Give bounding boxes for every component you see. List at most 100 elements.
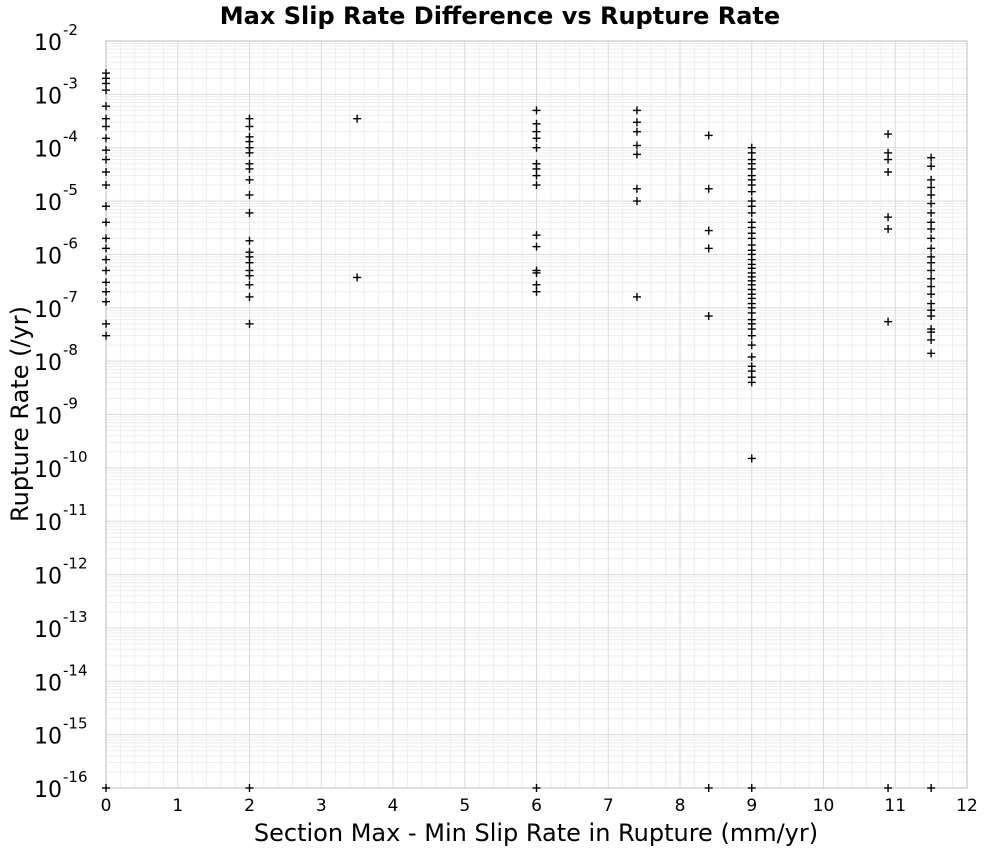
y-tick-exponent: -14: [63, 661, 88, 679]
y-tick-base: 10: [34, 565, 62, 590]
data-point: [632, 127, 641, 136]
data-point: [245, 236, 254, 245]
x-tick-label: 10: [813, 796, 835, 816]
data-point: [532, 134, 541, 143]
y-tick-exponent: -3: [63, 74, 78, 92]
data-point: [353, 114, 362, 123]
data-point: [102, 784, 110, 792]
data-point: [884, 168, 893, 177]
data-point: [927, 162, 936, 171]
y-tick-exponent: -2: [63, 21, 78, 39]
data-point: [102, 155, 110, 164]
data-point: [102, 122, 110, 131]
data-point: [102, 114, 110, 123]
data-point: [884, 784, 893, 792]
x-tick-label: 9: [746, 796, 757, 816]
data-point: [102, 146, 110, 155]
grid: [105, 40, 968, 789]
x-tick-label: 4: [388, 796, 399, 816]
data-point: [102, 134, 110, 143]
data-point: [245, 319, 254, 328]
data-point: [747, 352, 756, 361]
data-point: [747, 341, 756, 350]
data-point: [632, 141, 641, 150]
data-point: [245, 114, 254, 123]
y-tick-base: 10: [34, 618, 62, 643]
y-tick-base: 10: [34, 191, 62, 216]
data-point: [747, 378, 756, 387]
data-point: [704, 312, 713, 321]
y-tick-exponent: -10: [63, 448, 88, 466]
y-tick-exponent: -16: [63, 768, 88, 786]
y-tick-label: 10-9: [34, 395, 78, 430]
data-point: [102, 168, 110, 177]
data-point: [245, 148, 254, 157]
data-point: [747, 331, 756, 340]
data-points: [102, 69, 936, 792]
data-point: [927, 274, 936, 283]
data-point: [102, 202, 110, 211]
y-tick-exponent: -12: [63, 555, 88, 573]
data-point: [884, 213, 893, 222]
y-tick-label: 10-8: [34, 341, 78, 376]
data-point: [102, 266, 110, 275]
data-point: [532, 231, 541, 240]
data-point: [632, 150, 641, 159]
data-point: [532, 287, 541, 296]
y-tick-exponent: -5: [63, 181, 78, 199]
y-tick-exponent: -7: [63, 288, 78, 306]
chart-title: Max Slip Rate Difference vs Rupture Rate: [220, 2, 780, 30]
x-tick-label: 7: [603, 796, 614, 816]
data-point: [532, 784, 541, 792]
data-point: [102, 278, 110, 287]
data-point: [245, 784, 254, 792]
data-point: [632, 184, 641, 193]
y-tick-label: 10-3: [34, 74, 78, 109]
y-tick-base: 10: [34, 351, 62, 376]
data-point: [532, 143, 541, 152]
data-point: [884, 317, 893, 326]
data-point: [102, 255, 110, 264]
data-point: [532, 280, 541, 289]
data-point: [245, 292, 254, 301]
y-tick-label: 10-15: [34, 715, 88, 750]
data-point: [102, 86, 110, 95]
x-axis: 0 1 2 3 4 5 6 7 8 9 10 11 12: [101, 796, 978, 816]
data-point: [747, 454, 756, 463]
data-point: [704, 244, 713, 253]
x-tick-label: 8: [675, 796, 686, 816]
data-point: [245, 175, 254, 184]
data-point: [532, 242, 541, 251]
data-point: [532, 106, 541, 115]
data-point: [102, 218, 110, 227]
y-tick-base: 10: [34, 244, 62, 269]
data-point: [102, 287, 110, 296]
data-point: [102, 319, 110, 328]
data-point: [927, 266, 936, 275]
y-tick-exponent: -6: [63, 234, 78, 252]
data-point: [927, 234, 936, 243]
y-tick-exponent: -11: [63, 501, 88, 519]
data-point: [927, 328, 936, 337]
y-tick-label: 10-7: [34, 288, 78, 323]
data-point: [245, 208, 254, 217]
data-point: [102, 244, 110, 253]
data-point: [884, 224, 893, 233]
y-tick-base: 10: [34, 778, 62, 803]
data-point: [927, 224, 936, 233]
data-point: [532, 119, 541, 128]
y-tick-base: 10: [34, 138, 62, 163]
data-point: [927, 335, 936, 344]
data-point: [532, 171, 541, 180]
data-point: [102, 331, 110, 340]
x-tick-label: 3: [316, 796, 327, 816]
y-tick-label: 10-2: [34, 21, 78, 56]
data-point: [353, 273, 362, 282]
y-tick-label: 10-12: [34, 555, 88, 590]
data-point: [927, 153, 936, 162]
data-point: [704, 184, 713, 193]
data-point: [927, 282, 936, 291]
x-tick-label: 12: [956, 796, 978, 816]
y-tick-label: 10-13: [34, 608, 88, 643]
x-tick-label: 11: [884, 796, 906, 816]
